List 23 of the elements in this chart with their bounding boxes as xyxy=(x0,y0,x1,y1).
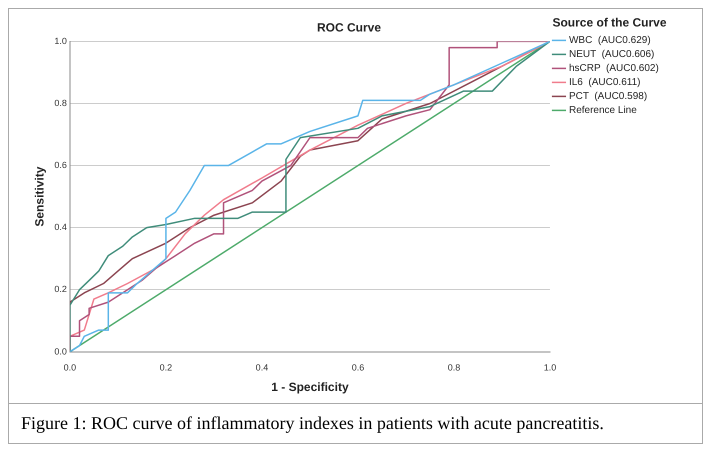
legend-label: hsCRP (AUC0.602) xyxy=(568,63,659,74)
legend-title: Source of the Curve xyxy=(552,15,667,30)
x-tick-label: 0.4 xyxy=(256,362,268,373)
legend-label: IL6 (AUC0.611) xyxy=(568,77,640,88)
x-axis-title: 1 - Specificity xyxy=(271,380,349,394)
y-tick-label: 0.8 xyxy=(54,98,67,108)
y-tick-label: 0.0 xyxy=(54,346,67,356)
x-tick-label: 0.0 xyxy=(64,362,76,373)
caption: Figure 1: ROC curve of inflammatory indexes in patients with acute pancreatitis. xyxy=(9,403,702,444)
y-tick-label: 0.6 xyxy=(54,160,67,170)
x-tick-label: 0.8 xyxy=(448,362,460,373)
y-tick-label: 1.0 xyxy=(54,36,67,46)
x-tick-label: 0.2 xyxy=(160,362,172,373)
legend-label: NEUT (AUC0.606) xyxy=(568,49,654,60)
y-tick-label: 0.4 xyxy=(54,222,67,232)
legend-label: PCT (AUC0.598) xyxy=(568,91,648,102)
legend-label: WBC (AUC0.629) xyxy=(568,35,651,46)
y-axis-title: Sensitivity xyxy=(32,166,47,227)
y-tick-label: 0.2 xyxy=(54,284,67,294)
legend-label: Reference Line xyxy=(568,105,638,116)
chart-title: ROC Curve xyxy=(316,20,382,35)
x-tick-label: 0.6 xyxy=(352,362,364,373)
x-tick-label: 1.0 xyxy=(544,362,556,373)
